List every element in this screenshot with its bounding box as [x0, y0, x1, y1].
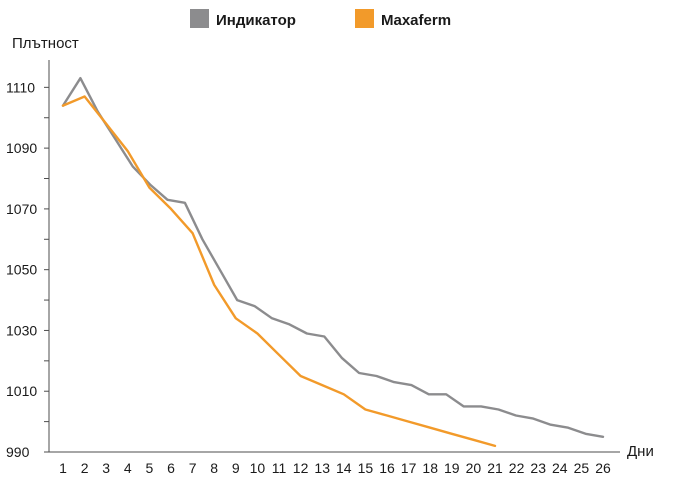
x-tick-label: 11: [272, 460, 287, 476]
x-tick-labels: 1 2 3 4 5 6 7 8 9 10 11 12 13 14 15 16 17 18 19 20 21 22 23 24 2…: [59, 460, 611, 476]
legend-label: Индикатор: [216, 12, 296, 29]
x-tick-label: 21: [487, 460, 503, 476]
legend-swatch: [355, 9, 374, 28]
x-tick-label: 18: [422, 460, 438, 476]
chart-legend: Индикатор Maxaferm: [190, 9, 451, 29]
series-line-2: [61, 95, 497, 448]
series-lines: [61, 76, 605, 448]
x-axis-title: Дни: [627, 443, 654, 460]
x-tick-label: 1: [59, 460, 67, 476]
x-tick-label: 6: [167, 460, 175, 476]
x-tick-label: 13: [314, 460, 330, 476]
x-tick-label: 24: [552, 460, 568, 476]
x-tick-label: 9: [232, 460, 240, 476]
x-tick-label: 16: [379, 460, 395, 476]
y-tick-label: 990: [6, 444, 30, 460]
x-tick-label: 14: [336, 460, 352, 476]
y-tick-label: 1070: [6, 201, 37, 217]
chart-axes: [48, 60, 620, 453]
x-tick-label: 12: [293, 460, 309, 476]
legend-label: Maxaferm: [381, 12, 451, 29]
x-tick-label: 15: [358, 460, 374, 476]
x-tick-label: 3: [102, 460, 110, 476]
y-tick-label: 1110: [6, 79, 35, 95]
y-axis-title: Плътност: [12, 35, 79, 52]
x-tick-label: 26: [595, 460, 611, 476]
series-line-1: [61, 76, 605, 438]
x-tick-label: 2: [81, 460, 89, 476]
y-tick-label: 1050: [6, 262, 37, 278]
y-tick-label: 1010: [6, 383, 37, 399]
y-tick-label: 1030: [6, 322, 37, 338]
x-tick-label: 19: [444, 460, 460, 476]
x-tick-label: 17: [401, 460, 417, 476]
x-tick-label: 8: [210, 460, 218, 476]
x-tick-label: 4: [124, 460, 132, 476]
x-tick-label: 5: [146, 460, 154, 476]
legend-swatch: [190, 9, 209, 28]
y-tick-label: 1090: [6, 140, 37, 156]
x-tick-label: 20: [466, 460, 482, 476]
x-tick-label: 10: [250, 460, 266, 476]
x-tick-label: 7: [189, 460, 197, 476]
x-tick-label: 25: [574, 460, 590, 476]
y-tick-labels: 990 1010 1030 1050 1070 1090 1110: [6, 79, 49, 460]
x-tick-label: 22: [509, 460, 525, 476]
x-tick-label: 23: [530, 460, 546, 476]
